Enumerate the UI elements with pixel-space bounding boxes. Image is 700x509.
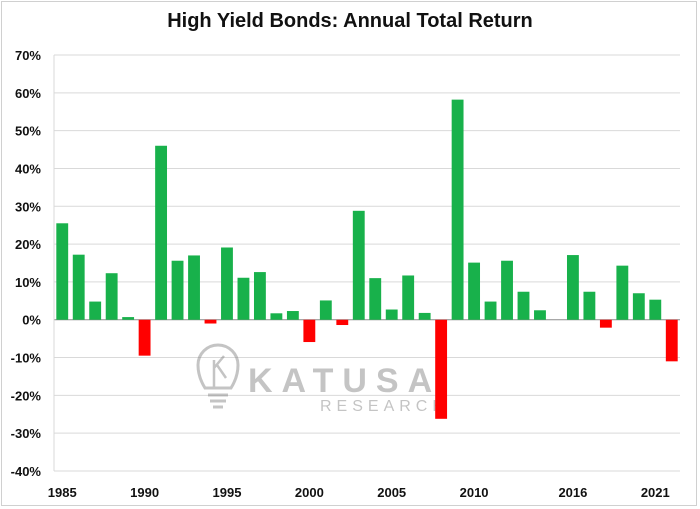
- x-tick-label: 2005: [377, 485, 406, 500]
- bar-1993: [188, 255, 200, 320]
- bar-2014: [534, 310, 546, 320]
- bar-2019: [616, 265, 629, 320]
- bars: [56, 99, 678, 419]
- y-tick-label: 30%: [15, 199, 41, 214]
- y-tick-label: -40%: [11, 464, 42, 479]
- bar-1989: [122, 317, 135, 320]
- bar-1985: [56, 223, 69, 320]
- bar-2009: [451, 99, 464, 320]
- bar-2001: [319, 300, 332, 320]
- bar-1994: [204, 319, 217, 324]
- bar-2018: [599, 319, 612, 328]
- y-tick-label: -20%: [11, 388, 42, 403]
- bar-2016: [566, 255, 579, 320]
- bar-2000: [303, 319, 316, 343]
- bar-2013: [517, 291, 530, 320]
- y-axis-labels: 70% 60% 50% 40% 30% 20% 10% 0% -10% -20% -30% -40%: [11, 48, 42, 479]
- bar-1997: [253, 272, 266, 320]
- bar-1992: [171, 260, 184, 320]
- bar-1990: [138, 319, 151, 356]
- bar-1999: [286, 311, 299, 320]
- y-tick-label: -30%: [11, 426, 42, 441]
- watermark-logo: KATUSA RESEARCH: [196, 343, 449, 415]
- bar-2002: [336, 319, 349, 326]
- watermark-subname: RESEARCH: [320, 398, 449, 415]
- bar-1986: [72, 254, 85, 320]
- bar-2010: [468, 262, 481, 320]
- bar-2003: [352, 210, 365, 320]
- chart-title: High Yield Bonds: Annual Total Return: [167, 10, 533, 32]
- y-tick-label: 60%: [15, 86, 41, 101]
- bar-1988: [105, 273, 118, 320]
- bar-2022: [665, 319, 678, 362]
- lightbulb-icon: [196, 343, 240, 409]
- x-tick-label: 1990: [130, 485, 159, 500]
- bar-2007: [418, 312, 431, 320]
- y-tick-label: 40%: [15, 161, 41, 176]
- y-tick-label: 10%: [15, 275, 41, 290]
- bar-1996: [237, 277, 250, 320]
- y-tick-label: 20%: [15, 237, 41, 252]
- bar-1995: [221, 247, 233, 320]
- watermark-name: KATUSA: [248, 362, 441, 400]
- bar-2017: [583, 291, 596, 320]
- bar-1998: [270, 313, 283, 320]
- x-tick-label: 1985: [48, 485, 77, 500]
- bar-2020: [632, 293, 645, 320]
- x-tick-label: 2000: [295, 485, 324, 500]
- y-tick-label: 70%: [15, 48, 41, 63]
- x-tick-label: 2021: [641, 485, 670, 500]
- y-tick-label: 50%: [15, 124, 41, 139]
- bar-2004: [369, 278, 382, 320]
- bar-2021: [649, 299, 662, 320]
- y-tick-label: -10%: [11, 351, 42, 366]
- x-tick-label: 2016: [558, 485, 587, 500]
- y-tick-label: 0%: [22, 313, 41, 328]
- bar-2006: [402, 275, 415, 320]
- x-tick-label: 1995: [213, 485, 242, 500]
- bar-2005: [385, 309, 398, 320]
- bar-1991: [155, 145, 168, 320]
- bar-2008: [435, 319, 448, 419]
- bar-2012: [501, 260, 513, 320]
- bar-2011: [484, 301, 497, 320]
- bar-1987: [89, 301, 102, 320]
- x-axis-labels: 1985 1990 1995 2000 2005 2010 2016 2021: [48, 485, 670, 500]
- x-tick-label: 2010: [460, 485, 489, 500]
